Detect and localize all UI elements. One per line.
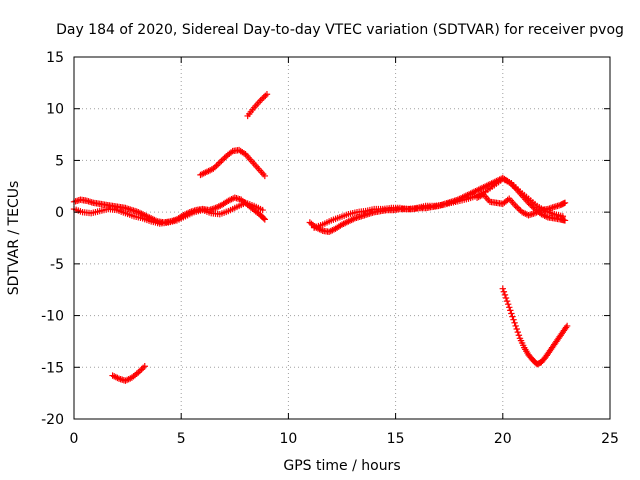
y-tick-label: -5 xyxy=(50,257,64,273)
y-tick-label: 15 xyxy=(46,50,64,66)
x-tick-label: 10 xyxy=(279,431,297,447)
data-point xyxy=(513,325,520,333)
data-point xyxy=(515,332,523,339)
data-point xyxy=(512,322,519,330)
data-point xyxy=(502,294,510,302)
y-tick-label: -10 xyxy=(41,309,64,325)
data-point xyxy=(141,363,148,370)
data-point xyxy=(259,206,266,214)
y-tick-label: 0 xyxy=(55,205,64,221)
y-axis-tick-labels: -20 -15 -10 -5 0 5 10 15 xyxy=(41,50,64,428)
y-tick-label: 10 xyxy=(46,102,64,118)
y-axis-label: SDTVAR / TECUs xyxy=(6,181,22,296)
data-point xyxy=(511,319,518,327)
plot-frame xyxy=(73,56,611,420)
data-point xyxy=(261,172,269,180)
data-point xyxy=(506,304,513,311)
data-point xyxy=(501,291,509,299)
data-point xyxy=(509,313,516,320)
x-tick-label: 20 xyxy=(494,431,512,447)
series-track-g xyxy=(310,175,567,231)
data-point xyxy=(508,310,515,317)
data-point xyxy=(507,307,514,314)
data-series xyxy=(70,91,571,384)
y-tick-label: -20 xyxy=(41,412,64,428)
data-point xyxy=(499,285,506,292)
series-track-i xyxy=(499,285,571,368)
data-point xyxy=(563,322,571,330)
y-tick-label: -15 xyxy=(41,360,64,376)
data-point xyxy=(263,91,271,98)
series-track-c xyxy=(109,363,148,384)
data-point xyxy=(559,213,567,220)
grid-lines xyxy=(74,57,610,419)
data-point xyxy=(260,215,267,222)
series-track-e xyxy=(244,91,271,120)
data-point xyxy=(561,217,569,224)
data-point xyxy=(500,288,508,295)
series-track-b xyxy=(70,199,266,227)
data-point xyxy=(561,199,569,207)
data-point xyxy=(504,300,512,308)
series-track-d xyxy=(197,146,269,180)
data-point xyxy=(514,328,522,336)
x-tick-label: 25 xyxy=(601,431,619,447)
data-point xyxy=(503,297,511,305)
x-tick-label: 5 xyxy=(177,431,186,447)
data-point xyxy=(261,216,269,223)
data-point xyxy=(510,316,517,323)
y-tick-label: 5 xyxy=(55,153,64,169)
series-track-h xyxy=(473,191,569,219)
x-axis-tick-labels: 0 5 10 15 20 25 xyxy=(70,431,619,447)
axis-ticks xyxy=(73,56,611,420)
x-tick-label: 0 xyxy=(70,431,79,447)
x-tick-label: 15 xyxy=(387,431,405,447)
chart-title: Day 184 of 2020, Sidereal Day-to-day VTE… xyxy=(56,22,624,38)
x-axis-label: GPS time / hours xyxy=(283,458,400,474)
